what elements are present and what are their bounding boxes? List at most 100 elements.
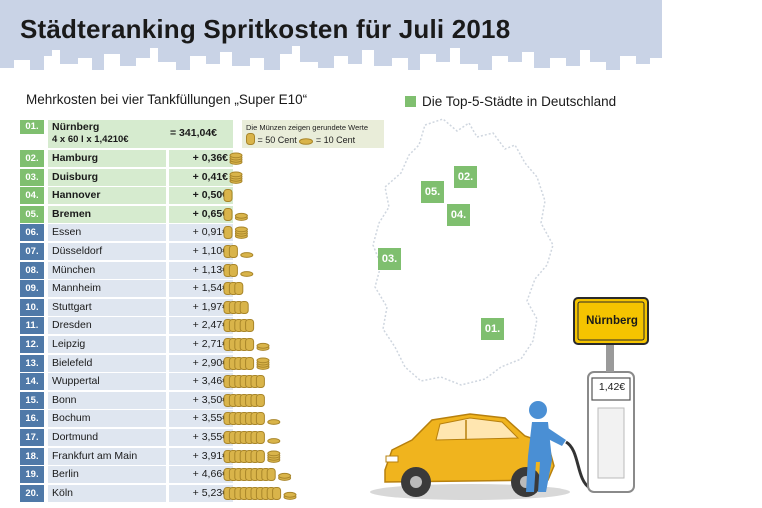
coin-stack <box>229 152 243 165</box>
cost-value: + 0,91€ <box>169 224 233 242</box>
rank-badge: 13. <box>20 354 44 372</box>
coin-stack <box>223 449 281 463</box>
small-coin-icon <box>234 226 248 233</box>
map-label-hannover: 04. <box>447 204 470 226</box>
coin-stack <box>223 282 244 296</box>
coin-stack <box>223 207 248 221</box>
rank-badge: 18. <box>20 447 44 465</box>
map-label-duisburg: 03. <box>378 248 401 270</box>
rank-badge: 07. <box>20 243 44 260</box>
rank-badge: 16. <box>20 410 44 428</box>
city-name: Wuppertal <box>48 373 166 391</box>
big-coin-icon <box>255 375 265 389</box>
coin-bar <box>223 206 343 223</box>
city-name: Duisburg <box>48 168 166 186</box>
coin-bar <box>223 280 343 297</box>
coin-stack <box>223 393 265 407</box>
coin-bar <box>223 448 343 465</box>
rank-badge: 02. <box>20 150 44 167</box>
city-name: München <box>48 261 166 279</box>
coin-stack <box>223 486 297 500</box>
small-coin-icon <box>267 438 281 444</box>
coin-bar <box>223 355 343 372</box>
rank-badge: 17. <box>20 429 44 446</box>
coin-bar <box>223 317 343 334</box>
coin-bar <box>223 187 343 204</box>
city-name: Köln <box>48 484 166 502</box>
coin-legend: Die Münzen zeigen gerundete Werte = 50 C… <box>242 120 384 148</box>
coin-bar <box>223 429 343 446</box>
small-coin-icon <box>267 419 281 426</box>
table-row: 03. Duisburg + 0,41€ <box>20 168 368 186</box>
cost-value: + 0,41€ <box>169 168 233 186</box>
city-name: Bielefeld <box>48 354 166 372</box>
table-row: 13. Bielefeld + 2,90€ <box>20 354 368 372</box>
first-city-box <box>48 120 233 148</box>
coin-bar <box>223 336 343 353</box>
city-name: Essen <box>48 224 166 242</box>
rank-badge: 09. <box>20 280 44 298</box>
coin-stack <box>223 375 265 389</box>
city-name: Bremen <box>48 205 166 223</box>
coin-stack <box>223 226 248 240</box>
rank-badge: 04. <box>20 187 44 205</box>
city-sign-illustration <box>573 297 649 345</box>
city-name: Berlin <box>48 466 166 484</box>
big-coin-icon <box>245 356 255 370</box>
rank-badge: 01. <box>20 120 44 134</box>
table-row: 15. Bonn + 3,50€ <box>20 391 368 409</box>
legend-swatch <box>405 96 416 107</box>
cost-value: + 3,55€ <box>169 410 233 428</box>
city-name: Bochum <box>48 410 166 428</box>
big-coin-icon <box>228 263 238 277</box>
table-row: 14. Wuppertal + 3,46€ <box>20 373 368 391</box>
table-row: 04. Hannover + 0,50€ <box>20 187 368 205</box>
rank-badge: 14. <box>20 373 44 391</box>
coin-stack <box>223 356 270 370</box>
cost-value: + 0,36€ <box>169 150 233 167</box>
coin-stack <box>223 300 249 314</box>
table-row: 11. Dresden + 2,47€ <box>20 317 368 335</box>
coin-stack <box>223 319 255 333</box>
person-illustration <box>526 401 566 492</box>
table-row: 10. Stuttgart + 1,97€ <box>20 298 368 316</box>
rank-badge: 10. <box>20 298 44 316</box>
coin-bar <box>223 392 343 409</box>
first-total: = 341,04€ <box>170 127 218 139</box>
big-coin-icon <box>255 431 265 444</box>
coin-bar <box>223 224 343 241</box>
small-coin-icon <box>267 450 281 456</box>
city-name: Leipzig <box>48 336 166 353</box>
big-coin-icon <box>272 486 282 500</box>
cost-value: + 4,66€ <box>169 466 233 484</box>
rank-badge: 12. <box>20 336 44 353</box>
header-banner: Städteranking Spritkosten für Juli 2018 <box>0 0 662 82</box>
big-coin-label: = 50 Cent <box>257 135 297 145</box>
city-name: Düsseldorf <box>48 243 166 260</box>
first-formula: 4 x 60 l x 1,4210€ <box>52 134 129 145</box>
germany-map <box>372 118 554 386</box>
rank-badge: 05. <box>20 205 44 223</box>
rank-badge: 06. <box>20 224 44 242</box>
city-name: Frankfurt am Main <box>48 447 166 465</box>
big-coin-icon <box>255 412 265 426</box>
big-coin-icon <box>223 207 233 221</box>
rank-badge: 03. <box>20 168 44 186</box>
big-coin-icon <box>234 282 244 296</box>
table-row: 18. Frankfurt am Main + 3,91€ <box>20 447 368 465</box>
coin-stack <box>223 245 254 258</box>
coin-bar <box>223 150 343 167</box>
big-coin-icon <box>246 133 255 145</box>
big-coin-icon <box>245 338 255 351</box>
city-name: Dresden <box>48 317 166 335</box>
city-name: Hamburg <box>48 150 166 167</box>
sign-city-label: Nürnberg <box>586 315 638 327</box>
skyline-illustration <box>0 46 662 82</box>
cost-value: + 3,50€ <box>169 391 233 409</box>
small-coin-icon <box>278 473 292 479</box>
map-label-nuernberg: 01. <box>481 318 504 340</box>
legend-top5: Die Top-5-Städte in Deutschland <box>405 94 616 109</box>
small-coin-icon <box>229 152 243 159</box>
coin-stack <box>223 189 233 203</box>
coin-legend-title: Die Münzen zeigen gerundete Werte <box>246 123 369 132</box>
